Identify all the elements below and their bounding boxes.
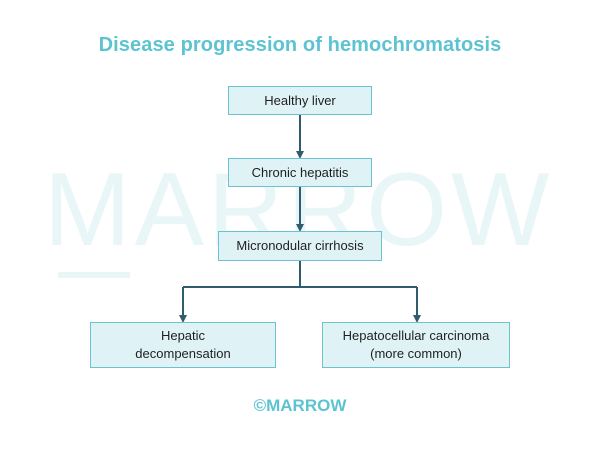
diagram-title: Disease progression of hemochromatosis [98,34,502,56]
node-hepatic-decompensation-label: Hepatic decompensation [135,328,231,361]
node-healthy-liver-label: Healthy liver [264,92,336,108]
watermark-underline [58,272,130,278]
node-chronic-hepatitis: Chronic hepatitis [228,158,372,187]
node-micronodular-cirrhosis: Micronodular cirrhosis [218,231,382,261]
node-hepatic-decompensation: Hepatic decompensation [90,322,276,368]
node-hepatocellular-carcinoma: Hepatocellular carcinoma (more common) [322,322,510,368]
node-micronodular-cirrhosis-label: Micronodular cirrhosis [236,238,364,254]
node-hepatocellular-carcinoma-label: Hepatocellular carcinoma (more common) [342,328,490,361]
node-healthy-liver: Healthy liver [228,86,372,115]
copyright-mark: ©MARROW [253,396,347,415]
node-chronic-hepatitis-label: Chronic hepatitis [251,164,349,180]
